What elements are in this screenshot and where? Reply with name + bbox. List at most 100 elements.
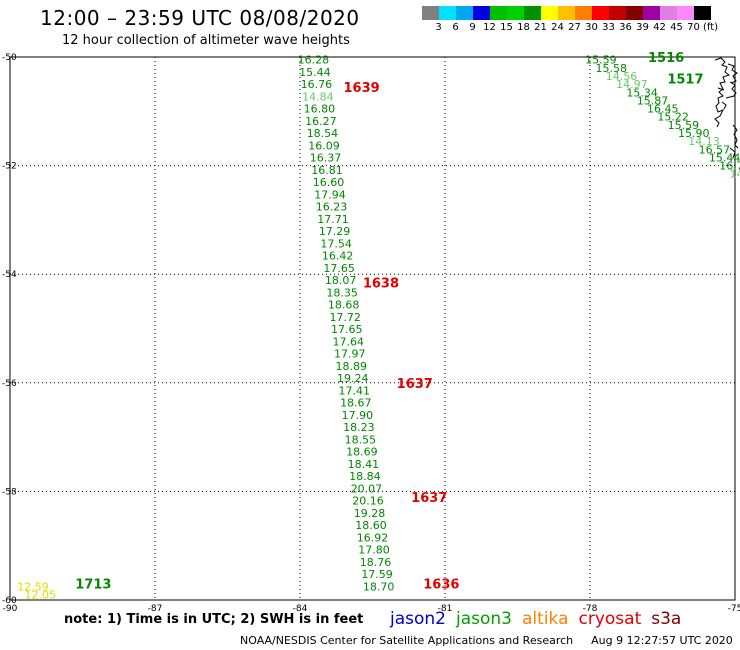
y-tick-label: -52 <box>2 162 17 172</box>
wave-height-label: 15.44 <box>709 151 740 164</box>
y-tick-label: -56 <box>2 379 17 389</box>
wave-height-label: 16.80 <box>304 103 336 116</box>
wave-height-label: 16.09 <box>308 139 340 152</box>
colorbar-swatch <box>677 6 694 20</box>
map-subtitle: 12 hour collection of altimeter wave hei… <box>62 33 350 48</box>
colorbar-swatch <box>626 6 643 20</box>
wave-height-label: 18.54 <box>307 127 339 140</box>
wave-height-label: 18.70 <box>363 580 395 593</box>
wave-height-label: 17.71 <box>317 213 349 226</box>
wave-height-label: 16.23 <box>316 201 348 214</box>
footer-credit: NOAA/NESDIS Center for Satellite Applica… <box>240 634 574 647</box>
pass-time-label: 1636 <box>423 578 459 593</box>
wave-height-label: 15.44 <box>299 66 331 79</box>
wave-height-label: 16.92 <box>357 531 389 544</box>
colorbar-label: 9 <box>469 22 476 33</box>
wave-height-label: 16.45 <box>647 103 679 116</box>
x-tick-label: -78 <box>583 604 598 614</box>
y-tick-label: -60 <box>2 596 17 606</box>
wave-height-label: 17.90 <box>342 409 374 422</box>
wave-height-label: 16.60 <box>313 176 345 189</box>
wave-height-label: 17.65 <box>323 262 355 275</box>
wave-height-label: 15.59 <box>585 54 617 67</box>
wave-height-label: 18.07 <box>325 274 357 287</box>
colorbar-label: 27 <box>568 22 581 33</box>
pass-time-label: 1637 <box>397 377 433 392</box>
colorbar-label: (ft) <box>702 22 719 33</box>
wave-height-label: 16.81 <box>311 164 343 177</box>
wave-height-label: 16.27 <box>305 115 337 128</box>
wave-height-label: 17.65 <box>331 323 363 336</box>
wave-height-label: 17.41 <box>339 384 371 397</box>
pass-time-label: 1639 <box>344 81 380 96</box>
colorbar-swatch <box>643 6 660 20</box>
wave-height-label: 18.89 <box>336 360 368 373</box>
colorbar-swatch <box>490 6 507 20</box>
colorbar-label: 45 <box>670 22 683 33</box>
y-tick-label: -54 <box>2 270 17 280</box>
wave-height-label: 15.22 <box>657 111 689 124</box>
pass-time-label: 1637 <box>411 491 447 506</box>
colorbar-label: 30 <box>585 22 598 33</box>
wave-height-label: 17.94 <box>314 188 346 201</box>
wave-height-label: 19.24 <box>337 372 369 385</box>
wave-height-label: 15.59 <box>668 119 700 132</box>
wave-height-label: 18.60 <box>355 519 387 532</box>
plot-frame <box>9 56 736 601</box>
wave-height-label: 18.35 <box>326 286 358 299</box>
colorbar-label: 70 <box>687 22 700 33</box>
colorbar-swatch <box>473 6 490 20</box>
satellite-legend-jason3: jason3 <box>456 609 512 629</box>
pass-time-label: 1516 <box>648 51 684 66</box>
wave-height-label: 18.41 <box>348 458 380 471</box>
wave-height-label: 19.28 <box>354 507 386 520</box>
wave-height-colorbar <box>422 6 711 20</box>
colorbar-swatch <box>660 6 677 20</box>
wave-height-label: 12.05 <box>25 589 57 602</box>
wave-height-label: 18.67 <box>340 397 372 410</box>
wave-height-label: 16.42 <box>322 250 354 263</box>
colorbar-swatch <box>609 6 626 20</box>
wave-height-label: 14.56 <box>606 70 638 83</box>
colorbar-swatch <box>507 6 524 20</box>
pass-time-label: 1713 <box>75 578 111 593</box>
wave-height-label: 16.73 <box>719 160 740 173</box>
colorbar-swatch <box>456 6 473 20</box>
colorbar-label: 42 <box>653 22 666 33</box>
wave-height-label: 17.59 <box>361 568 393 581</box>
colorbar-swatch <box>694 6 711 20</box>
note-text: note: 1) Time is in UTC; 2) SWH is in fe… <box>64 612 364 627</box>
wave-height-label: 12.59 <box>17 580 49 593</box>
x-tick-label: -90 <box>3 604 18 614</box>
colorbar-swatch <box>592 6 609 20</box>
pass-time-label: 1517 <box>667 73 703 88</box>
wave-height-label: 18.23 <box>343 421 375 434</box>
colorbar-label: 15 <box>500 22 513 33</box>
y-tick-label: -58 <box>2 487 17 497</box>
wave-height-label: 14.84 <box>302 90 334 103</box>
wave-height-label: 18.76 <box>360 556 392 569</box>
satellite-legend-jason2: jason2 <box>390 609 446 629</box>
colorbar-label: 18 <box>517 22 530 33</box>
colorbar-label: 3 <box>435 22 442 33</box>
pass-time-label: 1638 <box>363 276 399 291</box>
wave-height-label: 15.87 <box>637 94 669 107</box>
x-tick-label: -81 <box>438 604 453 614</box>
colorbar-swatch <box>575 6 592 20</box>
colorbar-swatch <box>439 6 456 20</box>
colorbar-label: 6 <box>452 22 459 33</box>
x-tick-label: -84 <box>293 604 308 614</box>
map-title: 12:00 – 23:59 UTC 08/08/2020 <box>40 6 360 30</box>
colorbar-swatch <box>558 6 575 20</box>
wave-height-label: 20.07 <box>351 482 383 495</box>
colorbar-label: 21 <box>534 22 547 33</box>
wave-height-label: 14.13 <box>688 135 720 148</box>
footer: NOAA/NESDIS Center for Satellite Applica… <box>240 634 733 647</box>
wave-height-label: 14.97 <box>616 78 648 91</box>
satellite-legend-altika: altika <box>522 609 569 629</box>
x-tick-label: -75 <box>728 604 740 614</box>
wave-height-label: 18.84 <box>349 470 381 483</box>
wave-height-label: 18.68 <box>328 299 360 312</box>
colorbar-swatch <box>541 6 558 20</box>
